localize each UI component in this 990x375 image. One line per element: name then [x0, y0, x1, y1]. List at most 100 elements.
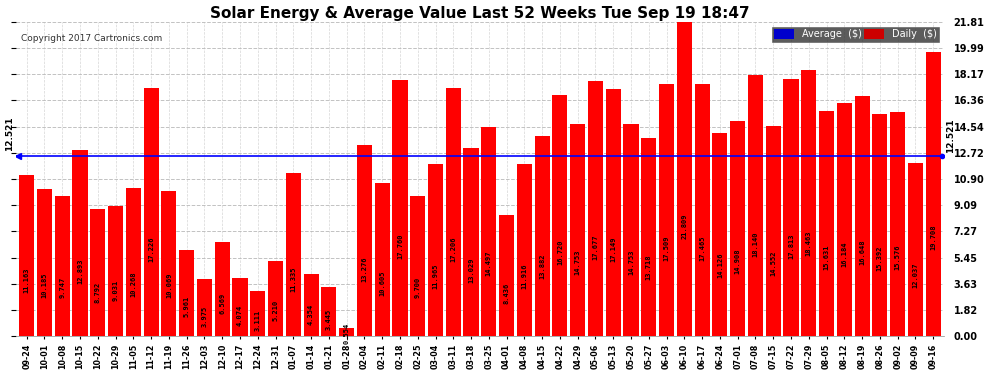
- Bar: [588, 81, 603, 336]
- Bar: [713, 132, 728, 336]
- Text: 11.163: 11.163: [24, 267, 30, 293]
- Text: 13.029: 13.029: [468, 258, 474, 283]
- Text: 13.882: 13.882: [540, 254, 545, 279]
- Text: 9.700: 9.700: [415, 277, 421, 298]
- Text: 14.497: 14.497: [486, 251, 492, 276]
- Bar: [908, 163, 923, 336]
- Text: 19.708: 19.708: [931, 224, 937, 250]
- Bar: [90, 210, 105, 336]
- Legend: Average  ($), Daily  ($): Average ($), Daily ($): [772, 27, 939, 42]
- Text: 21.809: 21.809: [681, 213, 687, 239]
- Bar: [730, 121, 745, 336]
- Text: 16.720: 16.720: [557, 239, 563, 265]
- Bar: [250, 291, 265, 336]
- Bar: [374, 183, 390, 336]
- Bar: [161, 191, 176, 336]
- Bar: [659, 84, 674, 336]
- Text: 14.753: 14.753: [628, 249, 634, 274]
- Text: 17.149: 17.149: [610, 237, 616, 262]
- Text: 4.354: 4.354: [308, 304, 314, 325]
- Bar: [233, 278, 248, 336]
- Bar: [54, 196, 69, 336]
- Text: 3.975: 3.975: [201, 306, 208, 327]
- Bar: [783, 80, 799, 336]
- Bar: [890, 112, 905, 336]
- Bar: [19, 175, 35, 336]
- Text: 15.576: 15.576: [895, 245, 901, 270]
- Bar: [144, 88, 158, 336]
- Bar: [926, 52, 940, 336]
- Bar: [215, 242, 230, 336]
- Text: 5.961: 5.961: [184, 296, 190, 317]
- Text: 14.753: 14.753: [575, 249, 581, 274]
- Text: 12.037: 12.037: [913, 263, 919, 288]
- Text: 13.276: 13.276: [361, 256, 367, 282]
- Text: 17.226: 17.226: [148, 237, 154, 262]
- Text: 9.031: 9.031: [113, 280, 119, 302]
- Bar: [286, 173, 301, 336]
- Bar: [410, 196, 426, 336]
- Text: 12.893: 12.893: [77, 258, 83, 284]
- Text: 10.605: 10.605: [379, 270, 385, 296]
- Bar: [268, 261, 283, 336]
- Bar: [179, 251, 194, 336]
- Bar: [339, 328, 354, 336]
- Bar: [801, 70, 817, 336]
- Bar: [304, 273, 319, 336]
- Text: 15.392: 15.392: [877, 246, 883, 272]
- Bar: [463, 148, 478, 336]
- Bar: [570, 123, 585, 336]
- Text: 18.463: 18.463: [806, 230, 812, 256]
- Bar: [624, 123, 639, 336]
- Text: 6.569: 6.569: [219, 292, 225, 314]
- Text: 17.813: 17.813: [788, 234, 794, 259]
- Text: 10.069: 10.069: [166, 273, 172, 298]
- Text: 10.185: 10.185: [42, 272, 48, 298]
- Text: 12.521: 12.521: [945, 118, 954, 153]
- Text: 3.445: 3.445: [326, 308, 332, 330]
- Text: 3.111: 3.111: [254, 310, 260, 331]
- Text: 17.206: 17.206: [450, 237, 456, 262]
- Bar: [428, 164, 444, 336]
- Bar: [72, 150, 87, 336]
- Text: 18.140: 18.140: [752, 232, 758, 258]
- Text: 17.760: 17.760: [397, 234, 403, 260]
- Bar: [37, 189, 52, 336]
- Title: Solar Energy & Average Value Last 52 Weeks Tue Sep 19 18:47: Solar Energy & Average Value Last 52 Wee…: [210, 6, 749, 21]
- Bar: [322, 286, 337, 336]
- Bar: [677, 22, 692, 336]
- Bar: [446, 88, 460, 336]
- Bar: [499, 214, 514, 336]
- Text: 4.074: 4.074: [237, 305, 243, 326]
- Bar: [606, 89, 621, 336]
- Text: 8.792: 8.792: [95, 281, 101, 303]
- Bar: [872, 114, 887, 336]
- Text: 14.908: 14.908: [735, 248, 741, 274]
- Bar: [517, 164, 532, 336]
- Text: 11.335: 11.335: [290, 266, 296, 292]
- Bar: [765, 126, 781, 336]
- Bar: [535, 136, 549, 336]
- Bar: [695, 84, 710, 336]
- Text: 0.554: 0.554: [344, 323, 349, 344]
- Text: 16.648: 16.648: [859, 240, 865, 265]
- Text: 15.631: 15.631: [824, 244, 830, 270]
- Text: Copyright 2017 Cartronics.com: Copyright 2017 Cartronics.com: [21, 34, 162, 43]
- Bar: [854, 96, 869, 336]
- Text: 14.552: 14.552: [770, 250, 776, 276]
- Text: 10.268: 10.268: [131, 272, 137, 297]
- Bar: [481, 127, 496, 336]
- Bar: [356, 145, 372, 336]
- Text: 11.916: 11.916: [522, 263, 528, 289]
- Bar: [392, 80, 408, 336]
- Bar: [552, 95, 567, 336]
- Text: 17.677: 17.677: [592, 234, 599, 260]
- Text: 17.509: 17.509: [663, 235, 669, 261]
- Text: 13.718: 13.718: [645, 254, 651, 280]
- Text: 11.965: 11.965: [433, 263, 439, 289]
- Text: 12.521: 12.521: [5, 117, 14, 152]
- Text: 9.747: 9.747: [59, 276, 65, 298]
- Text: 16.184: 16.184: [842, 242, 847, 267]
- Text: 17.465: 17.465: [699, 236, 705, 261]
- Bar: [642, 138, 656, 336]
